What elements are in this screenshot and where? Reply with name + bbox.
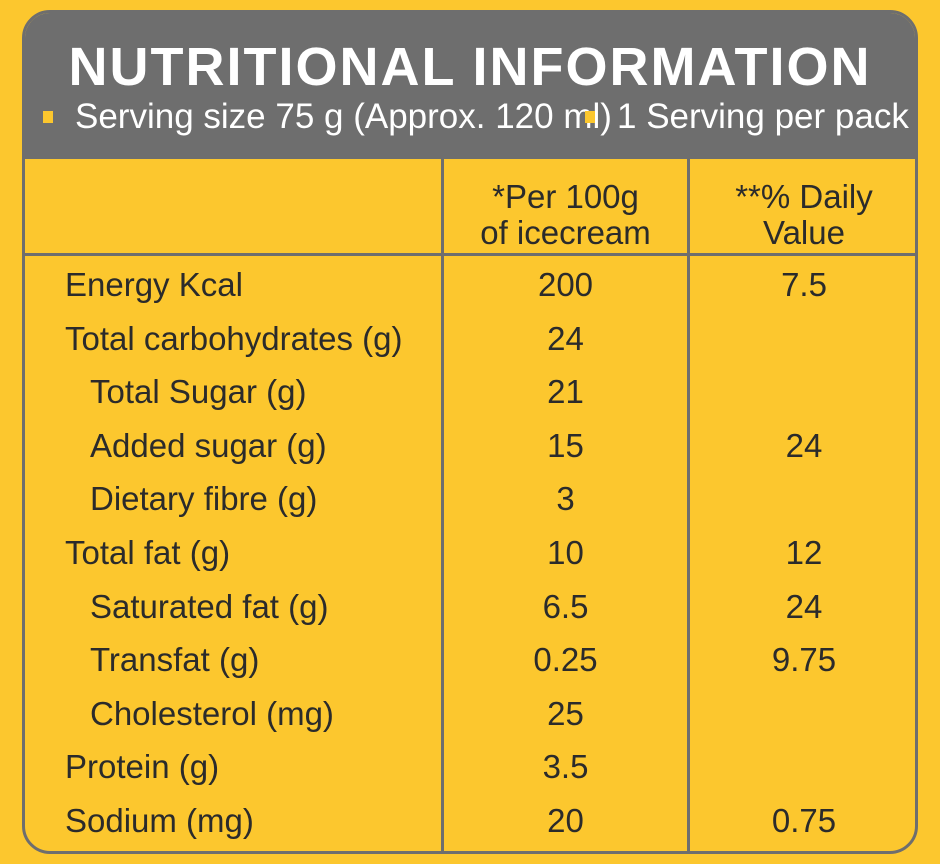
per-100g-value: 6.5 xyxy=(542,587,589,625)
nutrient-name: Added sugar (g) xyxy=(90,426,327,464)
table-row: Saturated fat (g) 6.5 24 xyxy=(25,581,915,633)
nutrient-name: Transfat (g) xyxy=(90,641,260,679)
square-bullet-icon xyxy=(43,111,53,123)
table-row: Sodium (mg) 20 0.75 xyxy=(25,795,915,847)
table-row: Total Sugar (g) 21 xyxy=(25,366,915,418)
nutrient-name: Cholesterol (mg) xyxy=(90,694,334,732)
servings-per-pack-info: 1 Serving per pack xyxy=(585,97,909,137)
per-100g-value: 0.25 xyxy=(533,641,598,679)
nutrient-name: Protein (g) xyxy=(65,748,220,786)
nutrition-header: NUTRITIONAL INFORMATION Serving size 75 … xyxy=(25,13,915,159)
nutrient-name: Sodium (mg) xyxy=(65,802,254,839)
daily-value: 9.75 xyxy=(771,641,837,679)
table-row: Added sugar (g) 15 24 xyxy=(25,420,915,472)
nutrient-name: Energy Kcal xyxy=(65,266,243,303)
table-row: Protein (g) 3.5 xyxy=(25,741,915,793)
nutrition-title: NUTRITIONAL INFORMATION xyxy=(68,37,872,97)
daily-value: 24 xyxy=(785,587,823,625)
per-100g-value: 10 xyxy=(547,534,584,571)
daily-value: 12 xyxy=(785,534,823,571)
per-100g-value: 200 xyxy=(537,266,594,303)
column-divider xyxy=(687,159,690,851)
table-row: Cholesterol (mg) 25 xyxy=(25,688,915,740)
daily-value: 0.75 xyxy=(771,802,837,839)
per-100g-value: 15 xyxy=(547,426,584,464)
table-row: Energy Kcal 200 7.5 xyxy=(25,259,915,311)
column-divider xyxy=(441,159,444,851)
per-100g-value: 21 xyxy=(547,373,584,411)
nutrient-name: Dietary fibre (g) xyxy=(90,480,318,518)
table-row: Dietary fibre (g) 3 xyxy=(25,473,915,525)
nutrient-name: Saturated fat (g) xyxy=(90,587,329,625)
daily-value: 24 xyxy=(785,426,823,464)
nutrition-panel: NUTRITIONAL INFORMATION Serving size 75 … xyxy=(22,10,918,854)
per-100g-value: 25 xyxy=(547,694,584,732)
daily-value: 7.5 xyxy=(781,266,827,303)
nutrient-name: Total Sugar (g) xyxy=(90,373,307,411)
table-row: Total carbohydrates (g) 24 xyxy=(25,313,915,365)
servings-per-pack-text: 1 Serving per pack xyxy=(617,97,909,136)
column-header-daily-value: **% Daily Value xyxy=(735,178,873,251)
serving-size-text: Serving size 75 g (Approx. 120 ml) xyxy=(75,97,612,136)
header-row-divider xyxy=(25,253,915,256)
per-100g-value: 24 xyxy=(547,319,584,357)
table-row: Transfat (g) 0.25 9.75 xyxy=(25,634,915,686)
per-100g-value: 3 xyxy=(556,480,575,518)
square-bullet-icon xyxy=(585,111,595,123)
table-row: Total fat (g) 10 12 xyxy=(25,527,915,579)
nutrient-name: Total fat (g) xyxy=(65,534,231,571)
column-header-per-100g: *Per 100g of icecream xyxy=(480,178,651,251)
nutrient-name: Total carbohydrates (g) xyxy=(65,319,403,357)
per-100g-value: 3.5 xyxy=(542,748,589,786)
per-100g-value: 20 xyxy=(547,802,584,839)
serving-size-info: Serving size 75 g (Approx. 120 ml) xyxy=(43,97,612,137)
